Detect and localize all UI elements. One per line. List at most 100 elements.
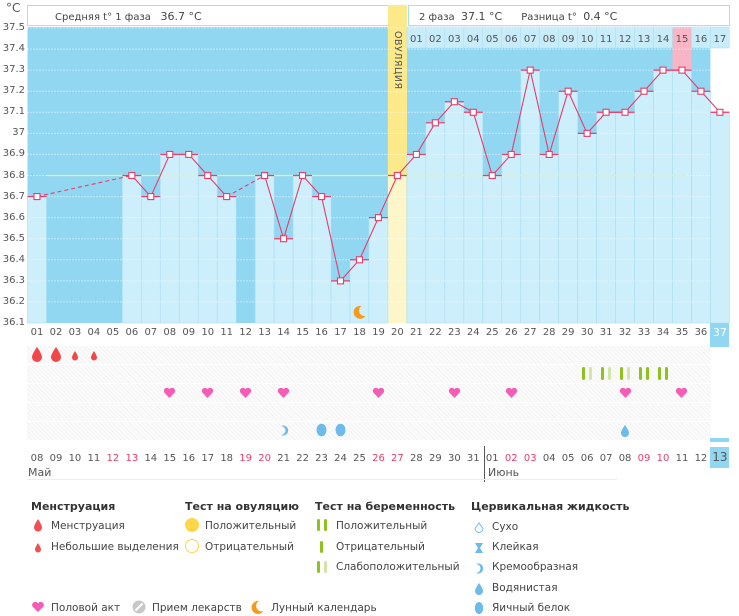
intercourse-legend-icon: [32, 601, 44, 612]
calendar-date-label: 11: [675, 453, 689, 464]
temperature-line-segment: [226, 175, 265, 198]
cycle-day-label: 08: [163, 327, 177, 338]
cycle-day-label: 02: [49, 327, 63, 338]
phase2-day-label: 15: [676, 34, 689, 45]
cycle-day-label: 21: [410, 327, 423, 338]
cycle-day-label: 20: [391, 327, 404, 338]
temperature-bar: [406, 154, 427, 324]
cervical-watery-marker-icon: [621, 425, 630, 437]
temperature-bar: [520, 69, 540, 324]
cycle-day-label: 19: [372, 327, 385, 338]
ovulation-positive-legend-icon: [185, 518, 199, 532]
calendar-date-label: 04: [542, 453, 556, 464]
month-june-label: Июнь: [488, 466, 520, 479]
spotting-drop-icon: [90, 351, 97, 361]
cervical-eggwhite-marker-icon: [316, 423, 327, 437]
cycle-day-label: 34: [656, 327, 670, 338]
marker-row: [27, 365, 711, 383]
menstruation-drop-icon: [50, 347, 61, 362]
calendar-date-label: 19: [239, 453, 253, 464]
pregnancy-test-icon: [582, 367, 593, 380]
phase2-value: 37.1 °C: [461, 10, 503, 23]
cycle-day-label: 27: [523, 327, 537, 338]
cycle-day-label: 04: [87, 327, 101, 338]
ovulation-label: ОВУЛЯЦИЯ: [392, 30, 403, 90]
calendar-date-label: 31: [466, 453, 480, 464]
temperature-line-segment: [567, 90, 588, 134]
calendar-date-label: 23: [315, 453, 328, 464]
y-tick-label: 37.2: [2, 85, 25, 97]
y-tick-label: 37.3: [2, 64, 25, 76]
cycle-day-label: 29: [561, 327, 575, 338]
temperature-bar: [558, 90, 578, 324]
temperature-point: [507, 150, 515, 158]
cycle-day-label: 13: [258, 327, 271, 338]
calendar-date-label: 06: [580, 453, 594, 464]
temperature-point: [583, 129, 591, 137]
phase2-day-label: 16: [695, 34, 708, 45]
calendar-date-label: 21: [277, 453, 290, 464]
legend-spotting-item: Небольшие выделения: [51, 541, 179, 553]
diff-label: Разница t°: [521, 12, 577, 23]
legend-pregnancy-negative: Отрицательный: [336, 541, 425, 553]
temperature-bar: [463, 111, 484, 324]
y-tick-label: 36.7: [2, 190, 25, 202]
today-column-marker: [710, 343, 730, 347]
pregnancy-test-icon: [657, 367, 668, 380]
temperature-point: [147, 193, 155, 201]
pregnancy-weak-icon: [317, 561, 327, 573]
temperature-point: [128, 171, 136, 180]
heart-icon: [164, 387, 176, 398]
temperature-line-segment: [548, 91, 569, 155]
phase2-day-label: 14: [657, 34, 670, 45]
legend-cervical-title: Цервикальная жидкость: [471, 500, 630, 513]
spotting-drop-icon: [71, 351, 78, 361]
calendar-date-label: 10: [656, 453, 670, 464]
pregnancy-positive-icon: [317, 519, 327, 531]
today-column-marker: [710, 438, 730, 442]
temperature-bar: [444, 101, 465, 324]
temperature-bar: [577, 133, 597, 324]
cervical-eggwhite-marker-icon: [335, 423, 346, 437]
heart-icon: [505, 387, 517, 398]
legend-cervical-sticky: Клейкая: [492, 541, 539, 553]
cycle-day-label: 05: [106, 327, 120, 338]
pregnancy-test-icon: [601, 367, 612, 380]
calendar-date-label: 17: [201, 453, 215, 464]
legend-pregnancy-weak: Слабоположительный: [336, 561, 460, 573]
temperature-bar: [691, 90, 711, 324]
cycle-day-label: 31: [599, 327, 613, 338]
ovulation-column-top: [387, 5, 407, 176]
phase2-day-label: 06: [505, 34, 518, 45]
calendar-date-label: 05: [561, 453, 575, 464]
cycle-day-label: 23: [447, 327, 461, 338]
cycle-day-label: 15: [296, 327, 309, 338]
menstruation-small-icon: [35, 543, 41, 553]
legend-cervical-dry: Сухо: [492, 521, 519, 533]
y-tick-label: 36.4: [2, 253, 25, 265]
cervical-watery-icon: [475, 583, 483, 595]
temperature-point: [431, 119, 439, 127]
cycle-day-label: 36: [694, 327, 708, 338]
y-tick-label: 36.8: [2, 169, 25, 181]
heart-icon: [239, 387, 252, 398]
cycle-day-label: 18: [353, 327, 366, 338]
menstruation-big-icon: [34, 519, 42, 532]
heart-icon: [448, 387, 460, 398]
temperature-point: [678, 66, 686, 74]
calendar-date-label: 10: [68, 453, 82, 464]
phase2-day-label: 09: [562, 34, 575, 45]
legend-moon: Лунный календарь: [271, 602, 377, 614]
cycle-day-label: 03: [68, 327, 82, 338]
medication-icon: [132, 600, 146, 614]
calendar-date-label: 08: [618, 453, 632, 464]
calendar-date-label: 13: [710, 447, 730, 468]
cycle-day-label: 14: [277, 327, 290, 338]
phase2-day-label: 02: [429, 34, 442, 45]
temperature-line-segment: [472, 112, 493, 176]
calendar-date-label: 07: [599, 453, 613, 464]
temperature-point: [564, 87, 572, 95]
calendar-date-label: 14: [144, 453, 158, 464]
phase2-day-label: 13: [638, 34, 651, 45]
calendar-date-label: 25: [353, 453, 366, 464]
